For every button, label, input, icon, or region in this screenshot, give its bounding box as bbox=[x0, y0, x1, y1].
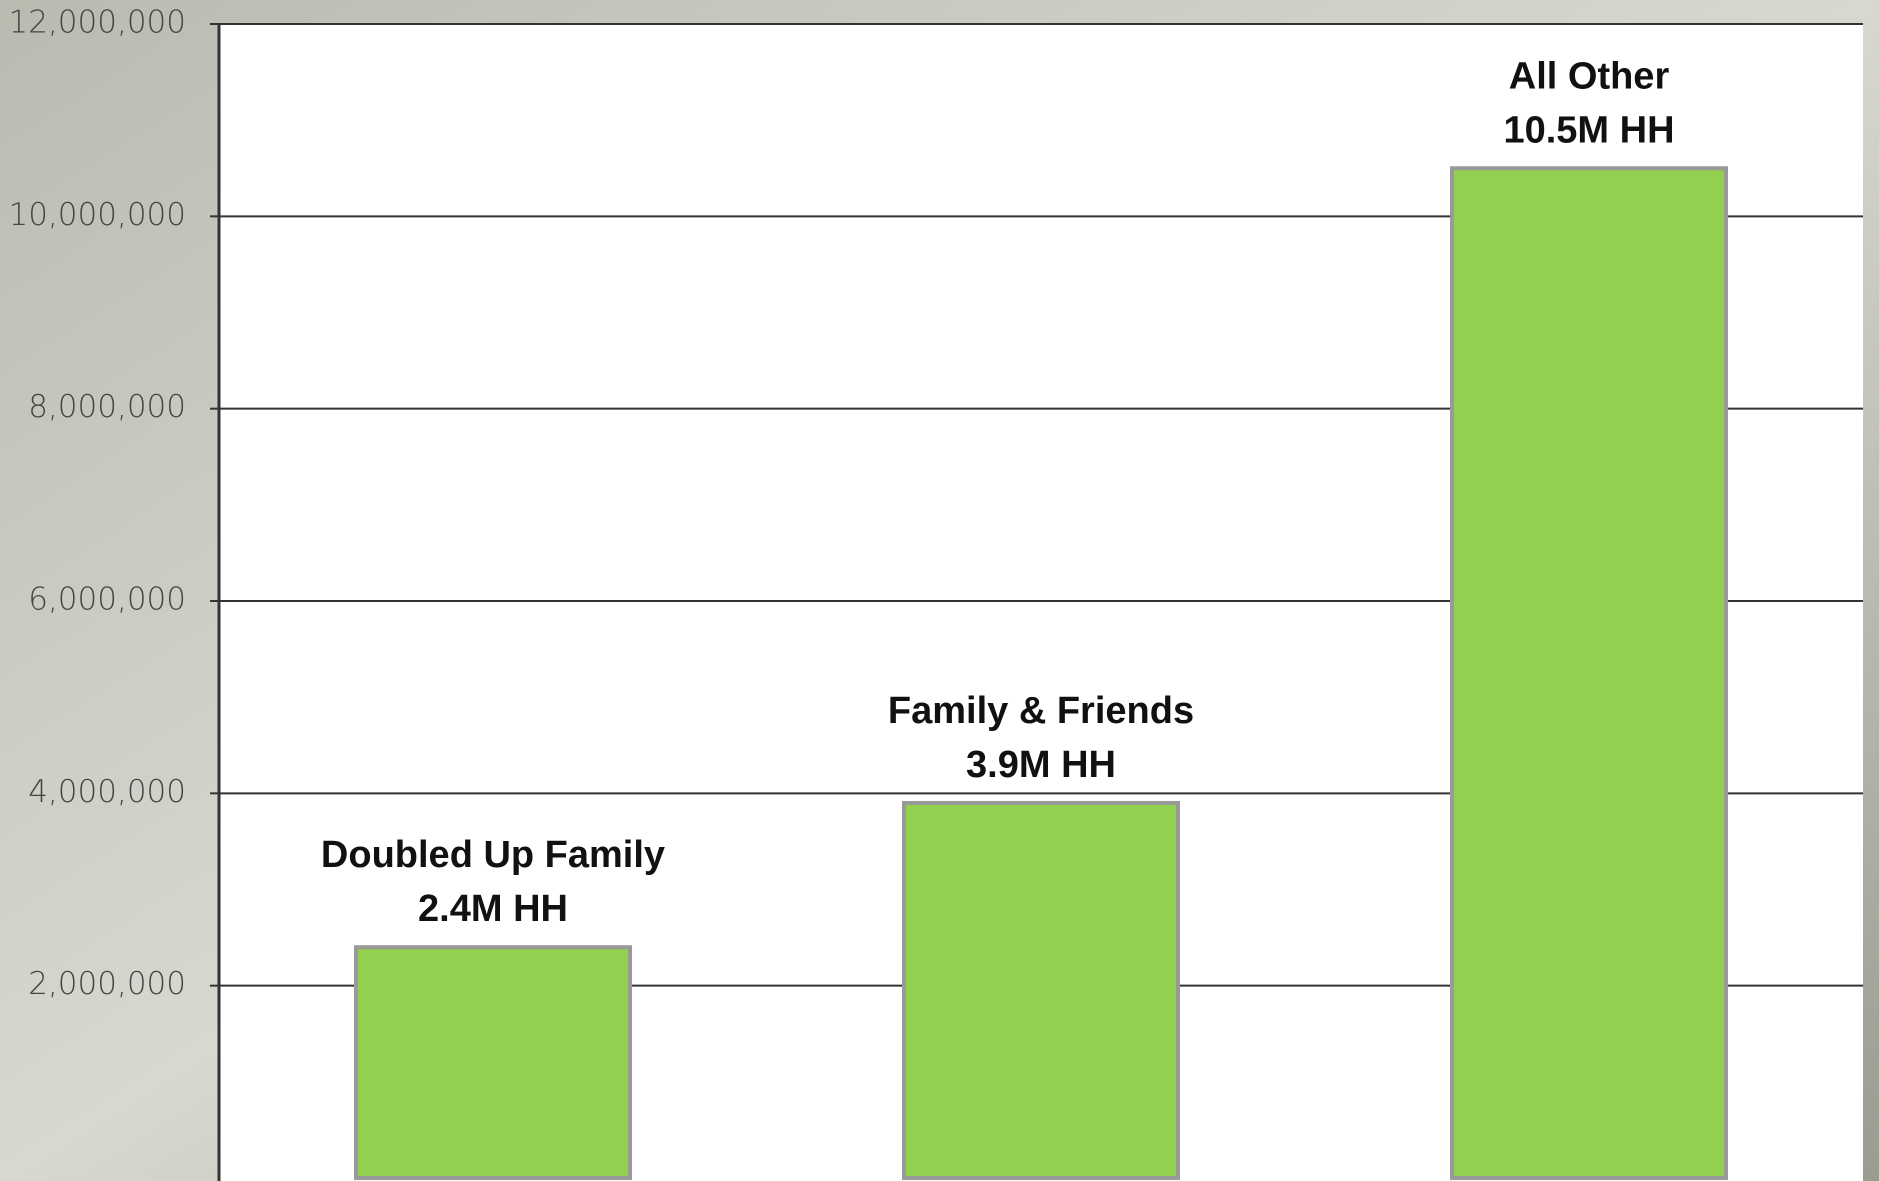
value-label: 2.4M HH bbox=[418, 888, 568, 930]
y-tick-label: 12,000,000 bbox=[9, 5, 187, 41]
y-tick-label: 4,000,000 bbox=[28, 774, 186, 810]
y-tick-label: 8,000,000 bbox=[28, 389, 186, 425]
value-label: 3.9M HH bbox=[966, 744, 1116, 786]
category-label: Family & Friends bbox=[888, 690, 1194, 732]
y-tick-label: 2,000,000 bbox=[28, 966, 186, 1002]
y-tick-label: 10,000,000 bbox=[9, 197, 187, 233]
bar bbox=[1450, 166, 1728, 1180]
category-label: Doubled Up Family bbox=[321, 834, 665, 876]
bar bbox=[902, 800, 1180, 1180]
y-tick-label: 6,000,000 bbox=[28, 582, 186, 618]
bar bbox=[354, 945, 632, 1181]
category-label: All Other bbox=[1509, 55, 1670, 97]
value-label: 10.5M HH bbox=[1503, 109, 1674, 151]
